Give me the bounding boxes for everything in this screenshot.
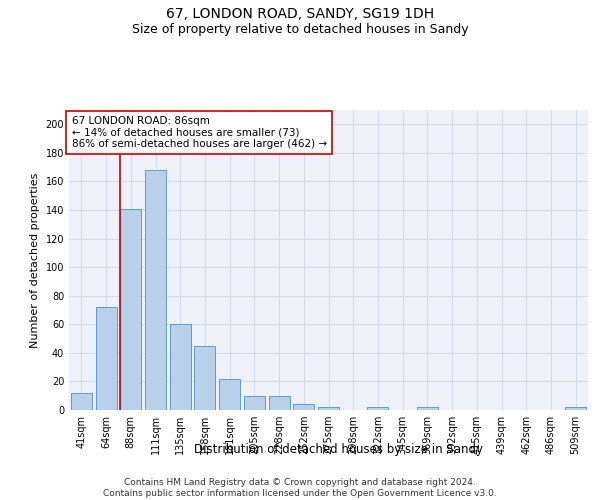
- Bar: [269, 396, 290, 410]
- Bar: [367, 407, 388, 410]
- Y-axis label: Number of detached properties: Number of detached properties: [30, 172, 40, 348]
- Bar: [565, 407, 586, 410]
- Bar: [95, 307, 116, 410]
- Bar: [219, 378, 240, 410]
- Text: 67 LONDON ROAD: 86sqm
← 14% of detached houses are smaller (73)
86% of semi-deta: 67 LONDON ROAD: 86sqm ← 14% of detached …: [71, 116, 327, 149]
- Text: 67, LONDON ROAD, SANDY, SG19 1DH: 67, LONDON ROAD, SANDY, SG19 1DH: [166, 8, 434, 22]
- Bar: [71, 393, 92, 410]
- Bar: [417, 407, 438, 410]
- Bar: [194, 346, 215, 410]
- Bar: [170, 324, 191, 410]
- Text: Distribution of detached houses by size in Sandy: Distribution of detached houses by size …: [194, 442, 484, 456]
- Text: Contains HM Land Registry data © Crown copyright and database right 2024.
Contai: Contains HM Land Registry data © Crown c…: [103, 478, 497, 498]
- Bar: [244, 396, 265, 410]
- Bar: [145, 170, 166, 410]
- Text: Size of property relative to detached houses in Sandy: Size of property relative to detached ho…: [131, 22, 469, 36]
- Bar: [318, 407, 339, 410]
- Bar: [120, 208, 141, 410]
- Bar: [293, 404, 314, 410]
